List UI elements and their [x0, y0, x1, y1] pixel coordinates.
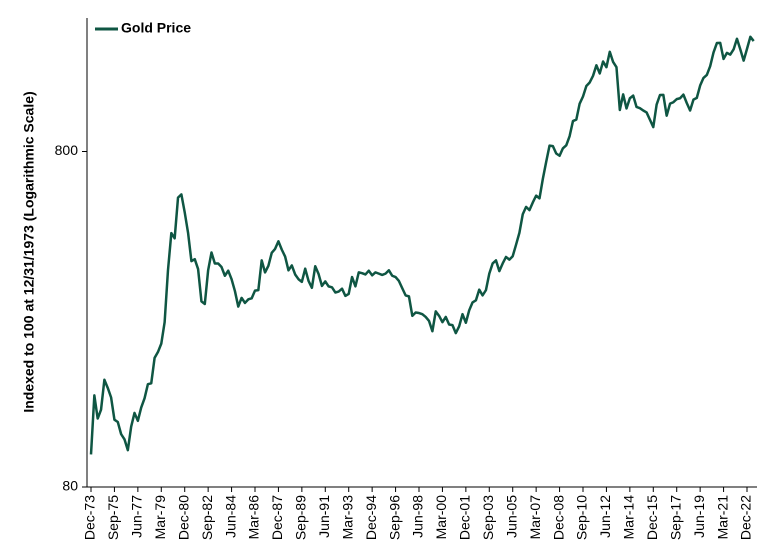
x-tick-label: Sep-82: [199, 495, 215, 540]
x-tick-label: Jun-19: [691, 495, 707, 538]
x-tick-label: Jun-05: [503, 495, 519, 538]
x-tick-label: Dec-94: [363, 495, 379, 540]
y-tick-label: 800: [55, 142, 79, 158]
x-tick-label: Dec-87: [269, 495, 285, 540]
x-tick-label: Sep-17: [667, 495, 683, 540]
x-tick-label: Mar-79: [152, 495, 168, 540]
price-line: [89, 35, 755, 455]
x-tick-label: Mar-14: [621, 495, 637, 540]
x-tick-label: Mar-86: [246, 495, 262, 540]
x-tick-label: Sep-75: [105, 495, 121, 540]
x-tick-label: Sep-89: [293, 495, 309, 540]
x-tick-label: Jun-12: [597, 495, 613, 538]
x-tick-label: Dec-73: [82, 495, 98, 540]
x-tick-label: Jun-91: [316, 495, 332, 538]
x-tick-label: Sep-03: [480, 495, 496, 540]
legend-label: Gold Price: [121, 20, 191, 36]
x-tick-label: Dec-15: [644, 495, 660, 540]
x-tick-label: Dec-01: [457, 495, 473, 540]
y-axis-label: Indexed to 100 at 12/31/1973 (Logarithmi…: [21, 91, 37, 412]
x-tick-label: Jun-77: [129, 495, 145, 538]
x-tick-label: Sep-96: [386, 495, 402, 540]
x-tick-label: Mar-21: [714, 495, 730, 540]
x-tick-label: Dec-22: [738, 495, 754, 540]
x-tick-label: Dec-80: [175, 495, 191, 540]
x-tick-label: Mar-07: [527, 495, 543, 540]
x-tick-label: Jun-84: [222, 495, 238, 538]
x-tick-label: Mar-00: [433, 495, 449, 540]
x-tick-label: Jun-98: [410, 495, 426, 538]
x-tick-label: Dec-08: [550, 495, 566, 540]
y-tick-label: 80: [62, 478, 78, 494]
x-tick-label: Sep-10: [574, 495, 590, 540]
x-tick-label: Mar-93: [339, 495, 355, 540]
